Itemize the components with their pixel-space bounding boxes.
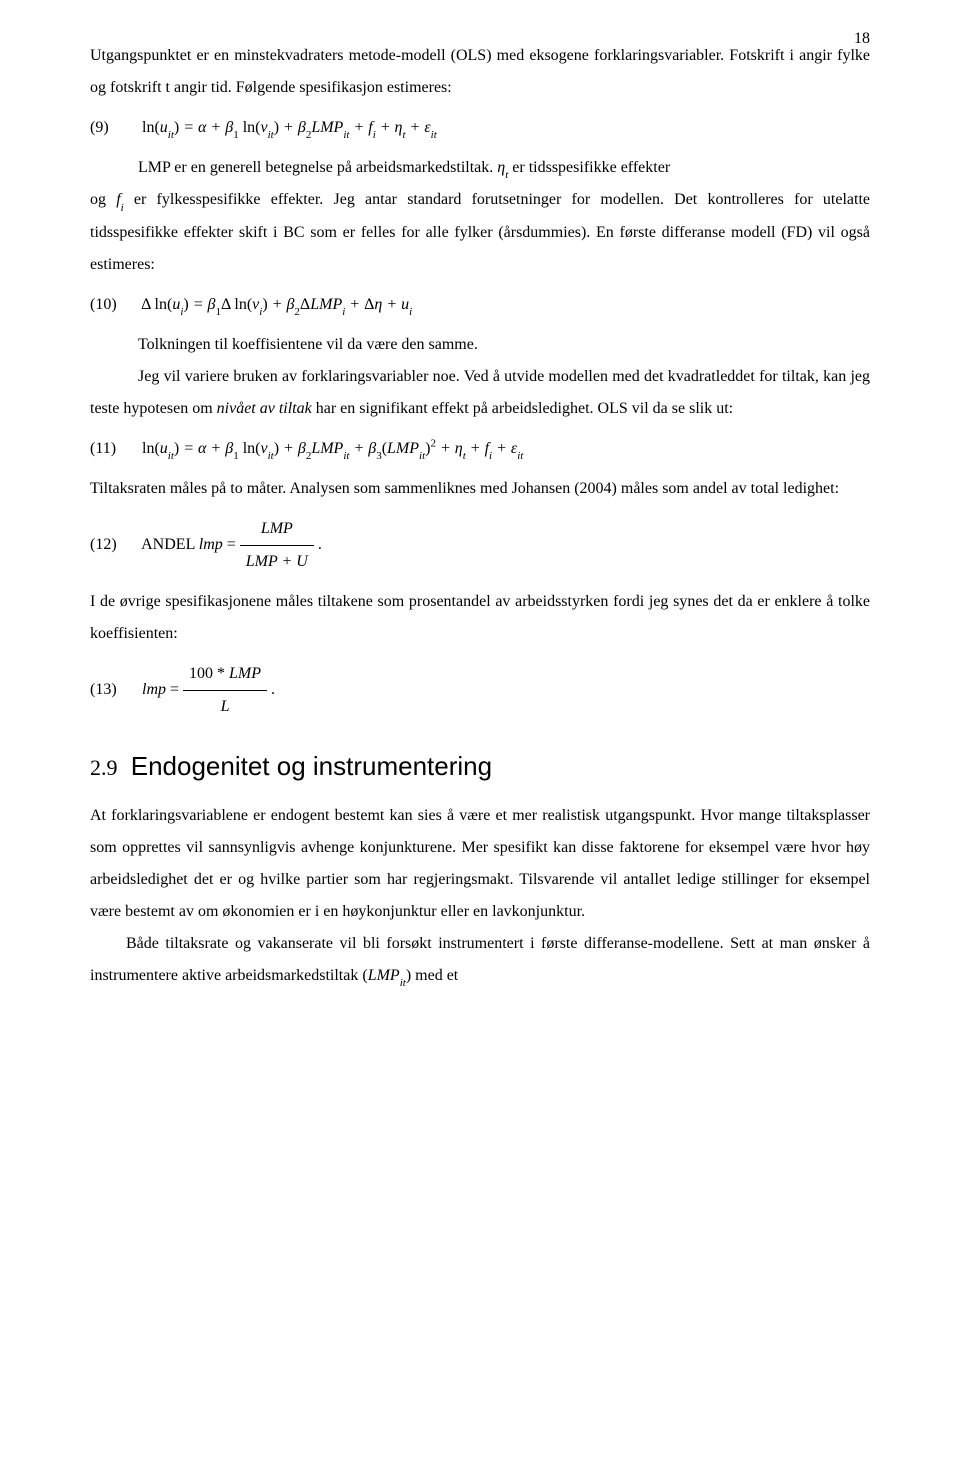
equation-10: (10) Δ ln(ui) = β1Δ ln(vi) + β2ΔLMPi + Δ… xyxy=(90,289,870,321)
section-heading: 2.9 Endogenitet og instrumentering xyxy=(90,751,870,782)
para9-b: ) med et xyxy=(406,967,458,984)
paragraph-5: Jeg vil variere bruken av forklaringsvar… xyxy=(90,361,870,425)
paragraph-4: Tolkningen til koeffisientene vil da vær… xyxy=(90,329,870,361)
paragraph-1: Utgangspunktet er en minstekvadraters me… xyxy=(90,40,870,104)
equation-10-math: Δ ln(ui) = β1Δ ln(vi) + β2ΔLMPi + Δη + u… xyxy=(141,296,412,313)
para3-fi: fi xyxy=(116,191,124,208)
paragraph-7: I de øvrige spesifikasjonene måles tilta… xyxy=(90,586,870,650)
equation-11-number: (11) xyxy=(90,433,138,465)
paragraph-9: Både tiltaksrate og vakanserate vil bli … xyxy=(90,928,870,992)
para2-text-b: er tidsspesifikke effekter xyxy=(512,159,670,176)
equation-11-math: ln(uit) = α + β1 ln(vit) + β2LMPit + β3(… xyxy=(142,440,523,457)
equation-13-frac-den: L xyxy=(183,691,267,723)
section-heading-number: 2.9 xyxy=(90,755,118,780)
section-heading-title: Endogenitet og instrumentering xyxy=(131,751,492,781)
equation-9-math: ln(uit) = α + β1 ln(vit) + β2LMPit + fi … xyxy=(142,119,437,136)
equation-12-lhs: lmp = xyxy=(199,536,240,553)
para3-b: er fylkesspesifikke effekter. Jeg antar … xyxy=(90,191,870,272)
equation-13-lhs: lmp = xyxy=(142,681,183,698)
para2-text-a: LMP er en generell betegnelse på arbeids… xyxy=(138,159,493,176)
paragraph-3: og fi er fylkesspesifikke effekter. Jeg … xyxy=(90,184,870,280)
equation-12-frac-num: LMP xyxy=(240,513,314,546)
equation-12-frac: LMP LMP + U xyxy=(240,513,314,578)
equation-10-number: (10) xyxy=(90,289,138,321)
equation-13: (13) lmp = 100 * LMP L . xyxy=(90,658,870,723)
equation-12-label: ANDEL xyxy=(141,536,195,553)
paragraph-8: At forklaringsvariablene er endogent bes… xyxy=(90,800,870,928)
para5-em: nivået av tiltak xyxy=(217,400,312,417)
equation-11: (11) ln(uit) = α + β1 ln(vit) + β2LMPit … xyxy=(90,433,870,466)
equation-12-frac-den: LMP + U xyxy=(240,546,314,578)
para9-a: Både tiltaksrate og vakanserate vil bli … xyxy=(90,935,870,984)
equation-13-tail: . xyxy=(271,681,275,698)
equation-9: (9) ln(uit) = α + β1 ln(vit) + β2LMPit +… xyxy=(90,112,870,144)
equation-12: (12) ANDEL lmp = LMP LMP + U . xyxy=(90,513,870,578)
paragraph-6: Tiltaksraten måles på to måter. Analysen… xyxy=(90,473,870,505)
equation-13-frac: 100 * LMP L xyxy=(183,658,267,723)
para3-a: og xyxy=(90,191,116,208)
equation-13-frac-num: 100 * LMP xyxy=(183,658,267,691)
equation-12-number: (12) xyxy=(90,529,138,561)
para5-b: har en signifikant effekt på arbeidsledi… xyxy=(312,400,733,417)
paragraph-2: LMP er en generell betegnelse på arbeids… xyxy=(90,152,870,184)
page-container: 18 Utgangspunktet er en minstekvadraters… xyxy=(0,0,960,1472)
equation-9-number: (9) xyxy=(90,112,138,144)
page-number: 18 xyxy=(854,30,870,48)
equation-12-tail: . xyxy=(318,536,322,553)
equation-13-number: (13) xyxy=(90,674,138,706)
para9-var: LMPit xyxy=(368,967,406,984)
para2-eta: ηt xyxy=(497,159,508,176)
